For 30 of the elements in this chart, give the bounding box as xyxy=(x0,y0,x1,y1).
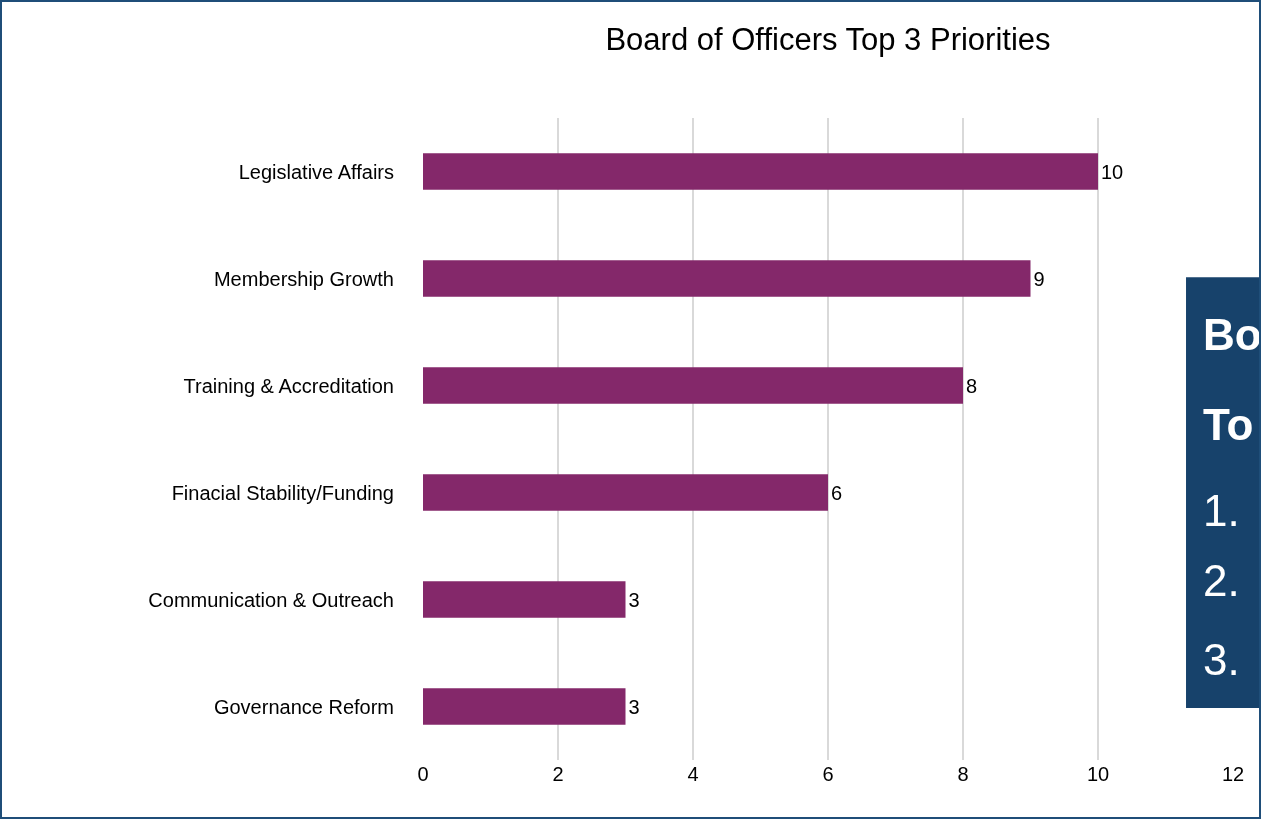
chart-title: Board of Officers Top 3 Priorities xyxy=(605,21,1051,57)
x-tick-label: 0 xyxy=(417,763,429,785)
bar xyxy=(423,153,1098,190)
bar xyxy=(423,367,963,404)
bar xyxy=(423,474,828,511)
y-tick-label: Legislative Affairs xyxy=(238,160,394,183)
x-tick-label: 10 xyxy=(1086,763,1110,785)
bar xyxy=(423,260,1031,297)
data-label: 3 xyxy=(628,695,640,718)
data-label: 9 xyxy=(1033,267,1045,290)
x-tick-label: 8 xyxy=(957,763,969,785)
data-label: 6 xyxy=(831,481,843,504)
data-label: 8 xyxy=(966,374,978,397)
y-tick-label: Communication & Outreach xyxy=(148,588,394,611)
y-tick-label: Governance Reform xyxy=(213,695,394,718)
annotation: 2. xyxy=(1203,556,1240,605)
y-tick-label: Finacial Stability/Funding xyxy=(171,481,394,504)
annotation: To xyxy=(1203,400,1254,449)
annotation: 1. xyxy=(1203,486,1240,535)
x-tick-label: 2 xyxy=(552,763,564,785)
y-tick-label: Membership Growth xyxy=(213,267,394,290)
annotation: 3. xyxy=(1203,635,1240,684)
data-label: 10 xyxy=(1101,160,1124,183)
x-tick-label: 6 xyxy=(822,763,834,785)
x-tick-label: 4 xyxy=(687,763,699,785)
data-label: 3 xyxy=(628,588,640,611)
bar xyxy=(423,581,626,618)
y-tick-label: Training & Accreditation xyxy=(183,374,394,397)
bar xyxy=(423,688,626,725)
x-tick-label: 12 xyxy=(1221,763,1245,785)
